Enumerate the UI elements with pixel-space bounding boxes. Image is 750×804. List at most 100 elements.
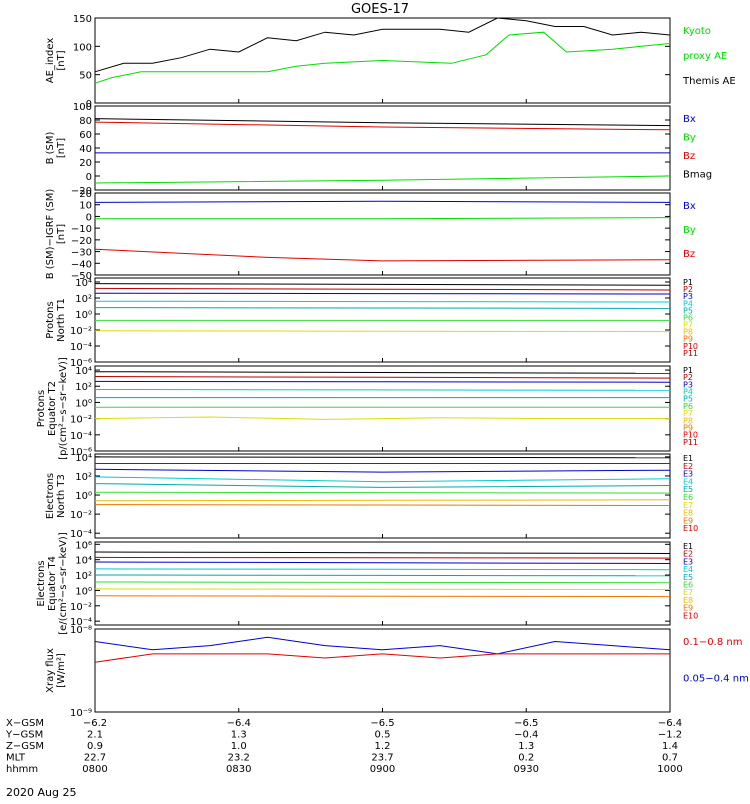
y-tick-label: 10⁴ (75, 278, 92, 289)
y-tick-label: 10⁰ (75, 398, 92, 409)
legend-label: E10 (683, 611, 698, 620)
y-axis-label-line: Xray flux (45, 648, 56, 693)
x-axis-table: 2020 Aug 25 X−GSM −6.2 −6.4 −6.5 −6.5 −6.4Y−G… (5, 718, 683, 799)
x-row-value: 1.2 (375, 741, 391, 752)
series-line-e2 (95, 557, 670, 558)
y-axis-label-line: [nT] (56, 224, 67, 244)
y-axis-label: ElectronsNorth T3 (45, 473, 67, 519)
series-line-e4 (95, 477, 670, 482)
y-tick-label: −30 (71, 248, 92, 259)
x-row-value: −6.5 (514, 718, 538, 729)
y-tick-label: 10⁻² (70, 510, 92, 521)
series-line-bmag (95, 119, 670, 126)
legend-label: Themis AE (682, 76, 736, 87)
y-tick-label: 10⁻² (70, 326, 92, 337)
y-axis-label: ElectronsEquator T4[e/(cm²−s−sr−keV)] (36, 532, 69, 635)
x-row-value: 1.3 (518, 741, 534, 752)
x-row-value: −6.5 (370, 718, 394, 729)
y-tick-label: 100 (73, 102, 92, 113)
panel-4: 10⁻⁶10⁻⁴10⁻²10⁰10²10⁴ProtonsNorth T1P1P2… (45, 278, 698, 369)
y-tick-label: 10⁴ (75, 366, 92, 377)
x-row-value: 0.5 (375, 730, 391, 741)
x-row-value: 1000 (657, 764, 682, 775)
y-tick-label: 10⁶ (75, 540, 92, 551)
x-row-value: 0830 (226, 764, 251, 775)
series-line-e4 (95, 569, 670, 570)
series-line-p2 (95, 377, 670, 379)
y-tick-label: 10⁻⁴ (70, 431, 92, 442)
x-row-value: 0800 (82, 764, 107, 775)
series-line-p7 (95, 417, 670, 419)
y-tick-label: 10⁴ (75, 453, 92, 464)
y-tick-label: 100 (73, 42, 92, 53)
y-axis-label-line: B (SM) (45, 131, 56, 164)
y-tick-label: 10² (75, 382, 92, 393)
legend-label: By (683, 133, 696, 144)
series-line-e3 (95, 469, 670, 472)
x-row-label: X−GSM (6, 718, 44, 729)
y-tick-label: 10⁰ (75, 586, 92, 597)
series-line-e7 (95, 500, 670, 501)
series-line-themis-ae (95, 18, 670, 72)
y-tick-label: −10 (71, 224, 92, 235)
x-row-value: 0930 (514, 764, 539, 775)
y-tick-label: 10⁻⁸ (70, 625, 92, 636)
y-tick-label: 10⁻⁴ (70, 342, 92, 353)
series-line-p2 (95, 288, 670, 290)
y-tick-label: 20 (79, 158, 92, 169)
series-line-0-05-0-4-nm (95, 637, 670, 654)
y-axis-label-line: Equator T4 (47, 556, 58, 611)
y-axis-label-line: [nT] (56, 50, 67, 70)
series-line-e6 (95, 492, 670, 493)
series-line-e8 (95, 596, 670, 597)
y-tick-label: 80 (79, 116, 92, 127)
series-line-e3 (95, 562, 670, 564)
panel-frame (95, 193, 670, 275)
x-row-value: 22.7 (84, 753, 106, 764)
y-axis-label: AE_index[nT] (45, 38, 67, 84)
y-tick-label: 10² (75, 472, 92, 483)
series-line-p1 (95, 284, 670, 286)
y-axis-label: B (SM)[nT] (45, 131, 67, 164)
panel-6: 10⁻⁴ 10⁻² 10⁰ 10² 10⁴ ElectronsNorth T3 E1E2E3… (45, 453, 698, 540)
series-line-e7 (95, 589, 670, 590)
series-line-p3 (95, 293, 670, 294)
legend-label: By (683, 225, 696, 236)
x-row-value: 0.9 (87, 741, 103, 752)
panel-8: 10⁻⁹10⁻⁸Xray flux[W/m²]0.1−0.8 nm0.05−0.… (45, 625, 749, 719)
series-line-by (95, 176, 670, 183)
y-axis-label-line: [p/(cm²−s−sr−keV)] (58, 357, 69, 460)
series-line-bz (95, 249, 670, 261)
series-line-e8 (95, 505, 670, 506)
series-line-e5 (95, 575, 670, 576)
date-label: 2020 Aug 25 (6, 786, 76, 799)
x-row-value: 23.2 (228, 753, 250, 764)
y-tick-label: 50 (79, 71, 92, 82)
legend-label: P11 (683, 438, 698, 447)
x-row-value: 0.7 (662, 753, 678, 764)
y-tick-label: 10² (75, 294, 92, 305)
y-tick-label: 10⁻² (70, 602, 92, 613)
legend-label: Bx (683, 201, 696, 212)
x-row-value: −1.2 (658, 730, 682, 741)
panel-1: 0 50 100 150 AE_index[nT] Kyoto proxy AE Themis… (45, 14, 736, 110)
y-tick-label: −20 (71, 236, 92, 247)
x-row-value: −6.4 (227, 718, 251, 729)
y-tick-label: 10⁰ (75, 491, 92, 502)
series-line-e5 (95, 484, 670, 488)
x-row-value: 1.4 (662, 741, 678, 752)
y-axis-label-line: Protons (36, 390, 47, 427)
legend-label: E10 (683, 524, 698, 533)
y-tick-label: −40 (71, 259, 92, 270)
y-axis-label: ProtonsNorth T1 (45, 298, 67, 342)
y-tick-label: 10⁴ (75, 556, 92, 567)
series-line-p3 (95, 381, 670, 382)
panel-frame (95, 454, 670, 538)
y-axis-label-line: [e/(cm²−s−sr−keV)] (58, 532, 69, 635)
series-line-p7 (95, 331, 670, 332)
panel-frame (95, 629, 670, 712)
legend-label: 0.05−0.4 nm (683, 674, 749, 685)
y-tick-label: 40 (79, 144, 92, 155)
